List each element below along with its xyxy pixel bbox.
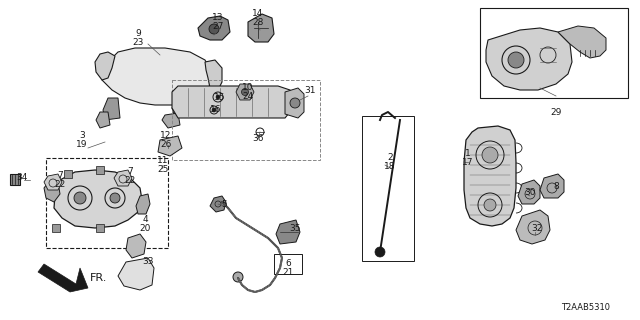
Polygon shape — [276, 220, 300, 244]
Polygon shape — [44, 180, 60, 202]
Circle shape — [375, 247, 385, 257]
Text: 14
28: 14 28 — [252, 9, 264, 27]
Text: FR.: FR. — [90, 273, 108, 283]
Circle shape — [233, 272, 243, 282]
Polygon shape — [236, 84, 254, 100]
Polygon shape — [285, 88, 304, 118]
Polygon shape — [516, 210, 550, 244]
Text: 3
19: 3 19 — [76, 131, 88, 149]
Polygon shape — [464, 126, 516, 226]
Bar — [274, 254, 302, 274]
Polygon shape — [558, 26, 606, 58]
Circle shape — [508, 52, 524, 68]
Polygon shape — [518, 180, 540, 204]
Circle shape — [74, 192, 86, 204]
Polygon shape — [210, 196, 226, 212]
Polygon shape — [64, 170, 72, 178]
Polygon shape — [540, 174, 564, 198]
Polygon shape — [172, 86, 295, 118]
Text: 15: 15 — [214, 92, 226, 101]
Polygon shape — [158, 136, 182, 156]
Circle shape — [216, 95, 220, 99]
Text: 33: 33 — [142, 258, 154, 267]
Text: 29: 29 — [550, 108, 562, 116]
Polygon shape — [96, 224, 104, 232]
Text: 7
22: 7 22 — [124, 167, 136, 185]
Text: 11
25: 11 25 — [157, 156, 169, 174]
Text: 12
26: 12 26 — [160, 131, 172, 149]
Text: 5: 5 — [221, 199, 227, 209]
Polygon shape — [10, 174, 20, 185]
Circle shape — [482, 147, 498, 163]
Text: 34: 34 — [16, 172, 28, 181]
Polygon shape — [126, 234, 146, 258]
Bar — [480, 8, 628, 98]
Polygon shape — [95, 52, 115, 80]
Polygon shape — [54, 170, 142, 228]
Polygon shape — [162, 113, 180, 128]
Text: 4
20: 4 20 — [140, 215, 150, 233]
Polygon shape — [102, 48, 212, 105]
Polygon shape — [118, 258, 154, 290]
Text: 35: 35 — [289, 223, 301, 233]
Circle shape — [209, 24, 219, 34]
Bar — [362, 116, 414, 261]
Text: 9
23: 9 23 — [132, 29, 144, 47]
Polygon shape — [96, 112, 110, 128]
Polygon shape — [205, 60, 222, 90]
Polygon shape — [103, 98, 120, 120]
Text: T2AAB5310: T2AAB5310 — [561, 303, 610, 313]
Polygon shape — [198, 16, 230, 40]
Polygon shape — [52, 224, 60, 232]
Text: 8: 8 — [553, 181, 559, 190]
Polygon shape — [114, 170, 132, 186]
Polygon shape — [172, 100, 188, 118]
Polygon shape — [486, 28, 572, 90]
Polygon shape — [136, 194, 150, 214]
Text: 31: 31 — [304, 85, 316, 94]
Text: 1
17: 1 17 — [462, 149, 474, 167]
Polygon shape — [96, 166, 104, 174]
Circle shape — [110, 193, 120, 203]
Text: 36: 36 — [252, 133, 264, 142]
Text: 7
22: 7 22 — [54, 171, 66, 189]
Text: 30: 30 — [524, 188, 536, 196]
Text: 16: 16 — [211, 105, 221, 114]
Circle shape — [212, 108, 216, 112]
Text: 13
27: 13 27 — [212, 13, 224, 31]
Circle shape — [290, 98, 300, 108]
Text: 2
18: 2 18 — [384, 153, 396, 171]
Bar — [46, 158, 168, 248]
Polygon shape — [248, 14, 274, 42]
Polygon shape — [44, 174, 62, 190]
Text: 32: 32 — [531, 223, 543, 233]
Text: 6
21: 6 21 — [282, 259, 294, 277]
Polygon shape — [38, 264, 88, 292]
Text: 10
24: 10 24 — [243, 83, 253, 101]
Circle shape — [241, 89, 248, 95]
Bar — [172, 80, 320, 160]
Circle shape — [484, 199, 496, 211]
